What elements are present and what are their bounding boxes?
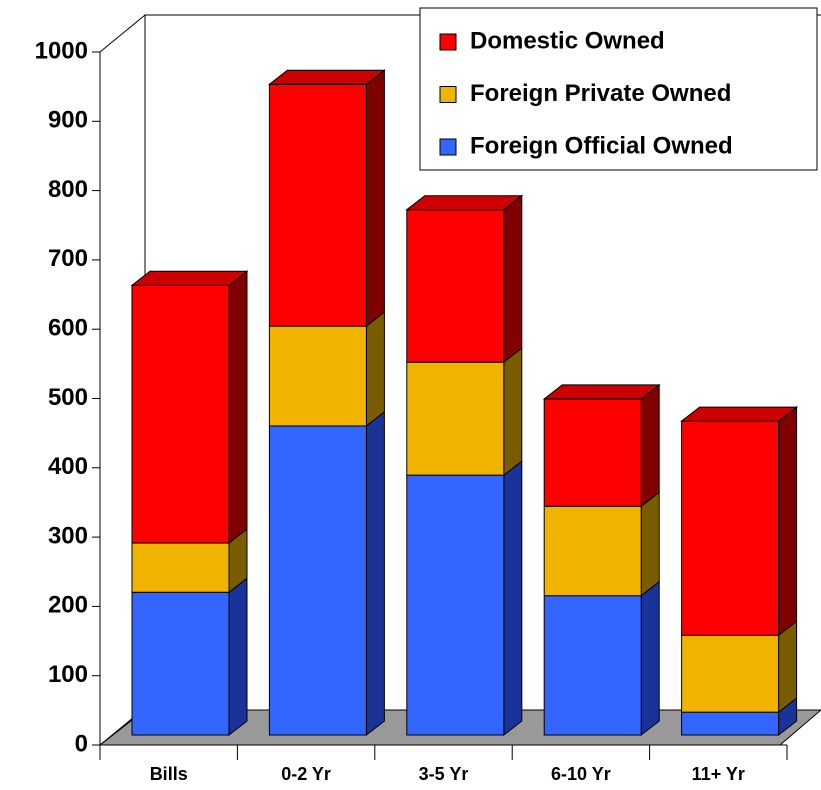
- bar-side: [640, 580, 660, 737]
- bar-side: [365, 410, 385, 737]
- bar-side: [365, 69, 385, 328]
- bar: [681, 420, 780, 636]
- y-tick-label: 400: [48, 453, 88, 480]
- bar-side: [503, 194, 523, 364]
- bar: [406, 361, 505, 476]
- bar-side: [365, 311, 385, 427]
- bar-top: [680, 406, 799, 422]
- y-tick-label: 300: [48, 522, 88, 549]
- bar-top: [130, 270, 249, 286]
- legend-swatch: [439, 33, 457, 51]
- bar: [406, 474, 505, 736]
- bar-side: [778, 620, 798, 714]
- y-tick-label: 700: [48, 245, 88, 272]
- bar-side: [228, 270, 248, 545]
- bar: [543, 398, 642, 507]
- bar-side: [640, 383, 660, 508]
- bar-top: [405, 195, 524, 211]
- bar: [268, 83, 367, 327]
- bar: [681, 711, 780, 736]
- x-tick-label: 3-5 Yr: [419, 764, 469, 784]
- bar-top: [267, 69, 386, 85]
- bar: [406, 209, 505, 363]
- x-tick-label: Bills: [150, 764, 188, 784]
- y-tick-label: 100: [48, 661, 88, 688]
- x-tick-label: 11+ Yr: [692, 764, 745, 784]
- y-tick-label: 0: [75, 730, 88, 757]
- bar-top: [542, 384, 661, 400]
- y-tick-label: 200: [48, 592, 88, 619]
- bar: [131, 591, 230, 736]
- bar-side: [503, 460, 523, 737]
- y-tick-label: 600: [48, 315, 88, 342]
- y-tick-label: 800: [48, 176, 88, 203]
- bar-side: [228, 577, 248, 737]
- y-tick-label: 1000: [35, 37, 88, 64]
- bar: [681, 634, 780, 713]
- bar: [543, 595, 642, 736]
- bar-side: [778, 406, 798, 637]
- legend-label: Foreign Private Owned: [470, 80, 731, 107]
- bar-side: [503, 347, 523, 477]
- bar: [543, 505, 642, 597]
- x-tick-label: 0-2 Yr: [281, 764, 331, 784]
- y-tick-label: 900: [48, 107, 88, 134]
- bar: [268, 325, 367, 427]
- bar: [131, 284, 230, 544]
- legend-label: Foreign Official Owned: [470, 132, 733, 159]
- bar: [268, 425, 367, 736]
- legend-swatch: [439, 86, 457, 103]
- legend-box: [419, 7, 818, 171]
- legend-label: Domestic Owned: [470, 27, 665, 54]
- bar-side: [640, 491, 660, 597]
- y-tick-label: 500: [48, 384, 88, 411]
- legend-swatch: [439, 138, 457, 156]
- x-tick-label: 6-10 Yr: [551, 764, 611, 784]
- bar: [131, 542, 230, 593]
